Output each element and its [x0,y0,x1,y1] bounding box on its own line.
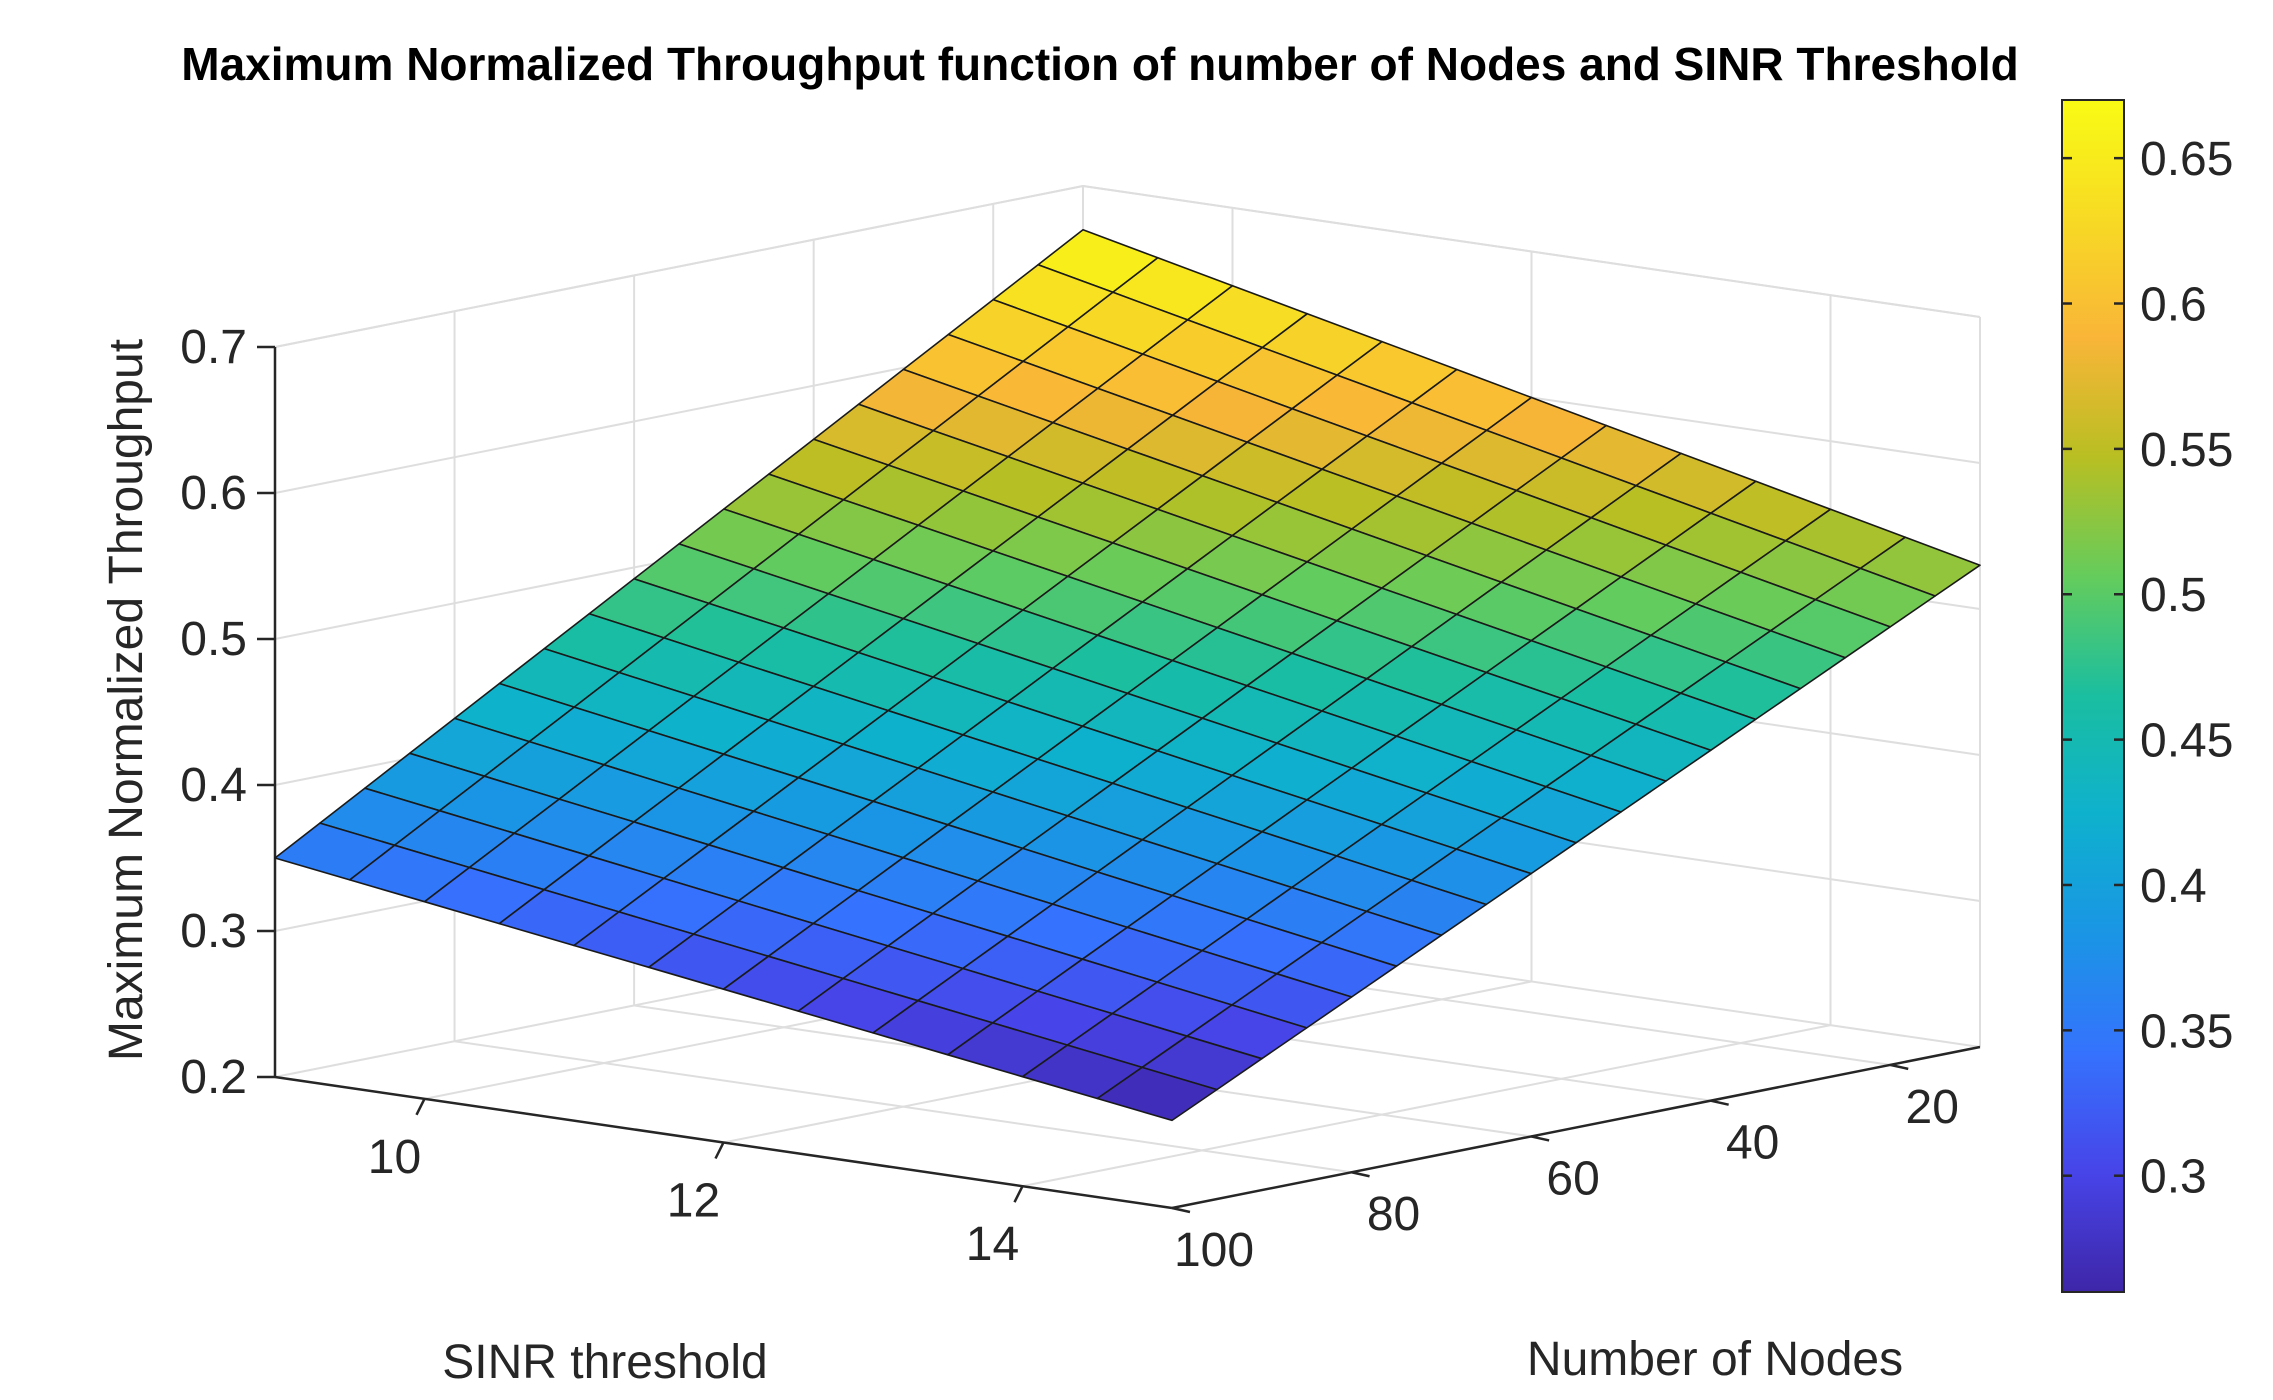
tick-mark [1530,1135,1550,1142]
colorbar: 0.3 0.35 0.4 0.45 0.5 0.55 0.6 0.65 [2061,99,2233,1293]
tick-mark [415,1098,426,1116]
z-tick-label: 0.2 [180,1051,247,1104]
z-tick-label: 0.7 [180,321,247,374]
tick-mark [714,1141,725,1160]
z-tick-label: 0.4 [180,759,247,812]
y-tick-label: 100 [1174,1224,1254,1277]
x-tick-label: 14 [966,1218,1019,1271]
grid-line [454,1040,1352,1174]
colorbar-tick-label: 0.3 [2140,1151,2207,1204]
chart-title: Maximum Normalized Throughput function o… [181,38,2018,90]
colorbar-tick-label: 0.5 [2140,569,2207,622]
colorbar-tick-label: 0.35 [2140,1005,2233,1058]
axes-ticks: 0.2 0.3 0.4 0.5 0.6 0.7 10 12 14 20 40 60 80 100 [180,321,1959,1277]
x-tick-label: 10 [368,1131,421,1184]
colorbar-tick-label: 0.4 [2140,860,2207,913]
tick-mark [1171,1206,1191,1214]
grid-frame [1082,185,1981,318]
tick-mark [1013,1185,1024,1203]
y-tick-label: 40 [1726,1117,1779,1170]
colorbar-tick-label: 0.55 [2140,424,2233,477]
y-tick-label: 20 [1906,1081,1959,1134]
grid-line [1022,1024,1831,1188]
y-axis-line [1171,1045,1981,1210]
z-tick-label: 0.5 [180,613,247,666]
y-axis-label: Number of Nodes [1527,1333,1903,1386]
colorbar-tick-label: 0.65 [2140,133,2233,186]
y-tick-label: 60 [1546,1152,1599,1205]
z-tick-label: 0.6 [180,467,247,520]
tick-mark [1351,1171,1370,1178]
y-tick-label: 80 [1367,1188,1420,1241]
x-tick-label: 12 [667,1175,720,1228]
grid-frame [274,185,1084,348]
surface-mesh [274,229,1981,1122]
surface-cell [1096,1066,1218,1122]
z-axis-label: Maximum Normalized Throughput [100,339,153,1061]
tick-mark [1710,1099,1729,1106]
z-tick-label: 0.3 [180,905,247,958]
colorbar-gradient [2061,99,2125,1293]
tick-mark [1889,1063,1909,1071]
x-axis-label: SINR threshold [442,1336,767,1389]
colorbar-tick-label: 0.45 [2140,715,2233,768]
colorbar-ticks: 0.3 0.35 0.4 0.45 0.5 0.55 0.6 0.65 [2062,133,2233,1204]
colorbar-tick-label: 0.6 [2140,279,2207,332]
